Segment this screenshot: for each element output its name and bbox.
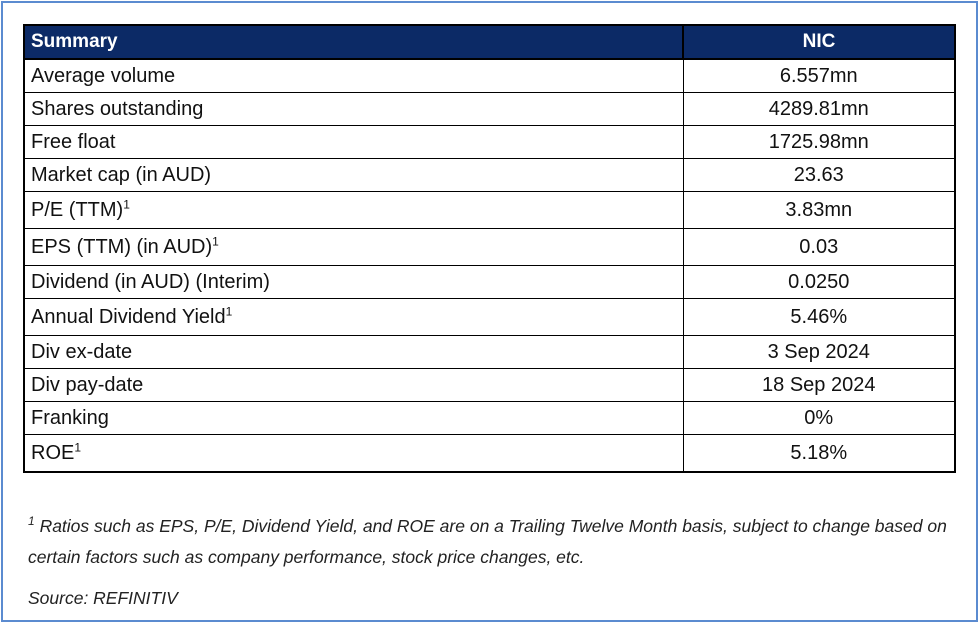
table-row: Market cap (in AUD) 23.63 (23, 158, 956, 192)
row-value: 5.18% (682, 434, 956, 473)
row-value: 23.63 (682, 158, 956, 192)
table-row: Franking 0% (23, 401, 956, 435)
row-value: 1725.98mn (682, 125, 956, 159)
footnote-marker: 1 (28, 514, 35, 529)
table-row: P/E (TTM)1 3.83mn (23, 191, 956, 229)
table-row: Div pay-date 18 Sep 2024 (23, 368, 956, 402)
table-row: Dividend (in AUD) (Interim) 0.0250 (23, 265, 956, 299)
row-value: 0.0250 (682, 265, 956, 299)
row-label: EPS (TTM) (in AUD)1 (23, 228, 684, 266)
row-label: Average volume (23, 58, 684, 93)
row-value: 4289.81mn (682, 92, 956, 126)
row-label: Franking (23, 401, 684, 435)
footnote-marker: 1 (212, 233, 219, 248)
footnotes: 1 Ratios such as EPS, P/E, Dividend Yiel… (28, 511, 948, 614)
row-label: Free float (23, 125, 684, 159)
footnote-marker: 1 (123, 196, 130, 211)
table-header-row: Summary NIC (23, 24, 956, 60)
row-label: Market cap (in AUD) (23, 158, 684, 192)
row-value: 0% (682, 401, 956, 435)
source-line: Source: REFINITIV (28, 588, 178, 608)
table-row: Average volume 6.557mn (23, 58, 956, 93)
table-row: EPS (TTM) (in AUD)1 0.03 (23, 228, 956, 266)
row-label: Div ex-date (23, 335, 684, 369)
table-row: Div ex-date 3 Sep 2024 (23, 335, 956, 369)
table-row: Annual Dividend Yield1 5.46% (23, 298, 956, 336)
footnote-marker: 1 (74, 439, 82, 454)
footnote-text: 1 Ratios such as EPS, P/E, Dividend Yiel… (28, 514, 947, 567)
row-value: 3.83mn (682, 191, 956, 229)
row-value: 5.46% (682, 298, 956, 336)
row-label: ROE1 (23, 434, 684, 473)
summary-table: Summary NIC Average volume 6.557mn Share… (23, 24, 956, 473)
row-value: 3 Sep 2024 (682, 335, 956, 369)
row-label: Dividend (in AUD) (Interim) (23, 265, 684, 299)
row-label: Shares outstanding (23, 92, 684, 126)
header-summary-label: Summary (23, 24, 684, 60)
row-label: Annual Dividend Yield1 (23, 298, 684, 336)
header-company-label: NIC (682, 24, 956, 60)
table-row: Free float 1725.98mn (23, 125, 956, 159)
row-value: 18 Sep 2024 (682, 368, 956, 402)
row-value: 6.557mn (682, 58, 956, 93)
row-label: P/E (TTM)1 (23, 191, 684, 229)
table-row: Shares outstanding 4289.81mn (23, 92, 956, 126)
row-value: 0.03 (682, 228, 956, 266)
footnote-marker: 1 (225, 303, 233, 318)
row-label: Div pay-date (23, 368, 684, 402)
table-row: ROE1 5.18% (23, 434, 956, 473)
